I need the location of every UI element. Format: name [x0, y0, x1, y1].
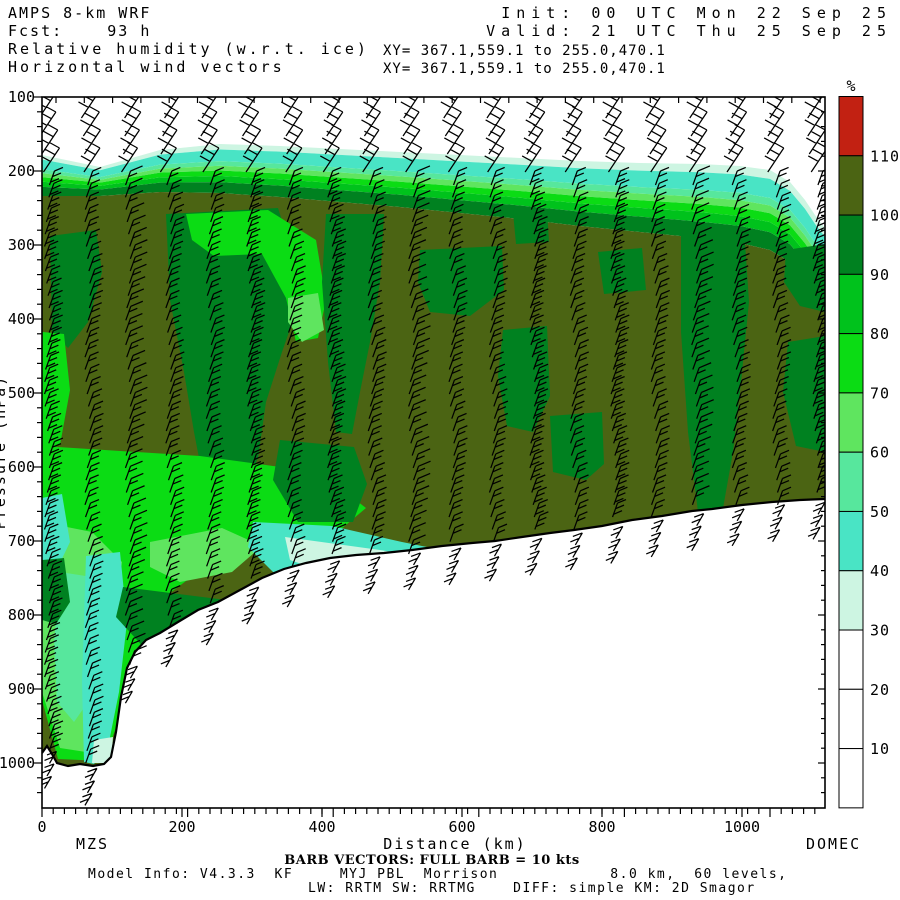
- svg-text:900: 900: [8, 680, 35, 698]
- terrain-mask: [42, 499, 825, 808]
- svg-text:200: 200: [168, 818, 195, 836]
- svg-text:100: 100: [8, 88, 35, 106]
- svg-text:50: 50: [870, 503, 890, 521]
- svg-text:40: 40: [870, 562, 890, 580]
- svg-text:1000: 1000: [0, 754, 35, 772]
- svg-text:90: 90: [870, 266, 890, 284]
- svg-text:60: 60: [870, 444, 890, 462]
- svg-text:400: 400: [308, 818, 335, 836]
- svg-text:600: 600: [8, 458, 35, 476]
- plot-area: [42, 97, 825, 808]
- axis-ticks: [33, 96, 825, 817]
- svg-text:300: 300: [8, 236, 35, 254]
- xy-coords-line2: XY= 367.1,559.1 to 255.0,470.1: [383, 61, 666, 77]
- svg-text:10: 10: [870, 740, 890, 758]
- svg-text:100: 100: [870, 207, 900, 225]
- axis-labels: 100 200 300 400 500 600 700 800 900 1000 0 200 400 60…: [0, 88, 760, 836]
- rh-transition-bands: [42, 144, 825, 308]
- wind-barbs: [42, 97, 825, 806]
- barb-legend: BARB VECTORS: FULL BARB = 10 kts: [284, 853, 580, 868]
- svg-text:70: 70: [870, 384, 890, 402]
- svg-text:80: 80: [870, 325, 890, 343]
- physics-info-line: LW: RRTM SW: RRTMG DIFF: simple KM: 2D S…: [308, 881, 756, 896]
- svg-text:1000: 1000: [724, 818, 760, 836]
- svg-text:600: 600: [448, 818, 475, 836]
- terrain-profile-line: [42, 497, 825, 768]
- svg-text:Pressure (hPa): Pressure (hPa): [0, 375, 9, 529]
- x-axis-title: Distance (km): [383, 835, 527, 853]
- svg-text:200: 200: [8, 162, 35, 180]
- init-time: Init: 00 UTC Mon 22 Sep 25: [501, 4, 892, 22]
- colorbar-unit: %: [846, 77, 855, 95]
- svg-text:700: 700: [8, 532, 35, 550]
- svg-text:30: 30: [870, 622, 890, 640]
- colorbar: 110 100 90 80 70 60 50 40 30 20 10%: [838, 77, 900, 809]
- model-info-line: Model Info: V4.3.3 KF MYJ PBL Morrison 8…: [88, 867, 788, 882]
- svg-text:800: 800: [588, 818, 615, 836]
- svg-text:500: 500: [8, 384, 35, 402]
- valid-time: Valid: 21 UTC Thu 25 Sep 25: [486, 22, 892, 40]
- forecast-hour: Fcst: 93 h: [8, 22, 152, 40]
- station-left-label: MZS: [76, 835, 110, 853]
- field-name-line1: Relative humidity (w.r.t. ice): [8, 40, 369, 58]
- field-name-line2: Horizontal wind vectors: [8, 58, 285, 76]
- svg-text:0: 0: [37, 818, 46, 836]
- svg-text:110: 110: [870, 147, 900, 165]
- svg-text:20: 20: [870, 681, 890, 699]
- station-right-label: DOMEC: [806, 835, 862, 853]
- xy-coords-line1: XY= 367.1,559.1 to 255.0,470.1: [383, 43, 666, 59]
- svg-text:400: 400: [8, 310, 35, 328]
- svg-text:800: 800: [8, 606, 35, 624]
- model-title: AMPS 8-km WRF: [8, 4, 152, 22]
